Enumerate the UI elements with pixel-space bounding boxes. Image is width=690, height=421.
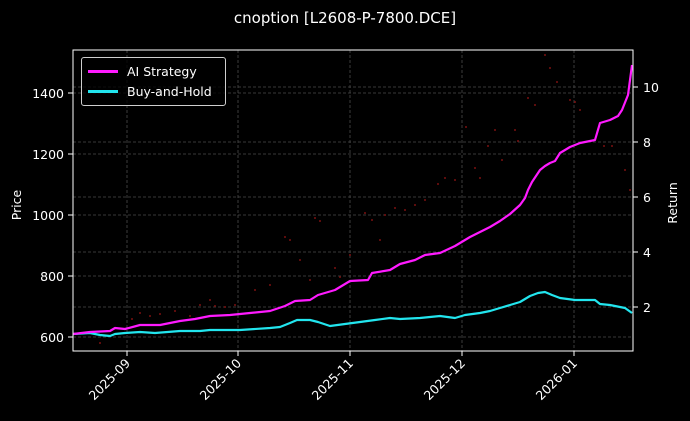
left-tick-label: 600 bbox=[40, 330, 64, 345]
legend-item-ai-strategy: AI Strategy bbox=[88, 62, 197, 80]
x-axis bbox=[126, 351, 575, 356]
legend-label: AI Strategy bbox=[127, 63, 197, 79]
right-tick-label: 6 bbox=[643, 190, 651, 205]
right-tick-label: 10 bbox=[643, 80, 659, 95]
right-axis bbox=[633, 86, 638, 308]
right-axis-label: Return bbox=[665, 182, 680, 223]
x-tick-label: 2025-11 bbox=[309, 356, 357, 404]
left-axis bbox=[68, 92, 73, 338]
right-tick-label: 2 bbox=[643, 300, 651, 315]
legend-label: Buy-and-Hold bbox=[127, 83, 212, 99]
right-tick-label: 8 bbox=[643, 135, 651, 150]
legend: AI Strategy Buy-and-Hold bbox=[81, 57, 226, 106]
left-tick-label: 1000 bbox=[32, 208, 64, 223]
x-tick-label: 2025-09 bbox=[86, 355, 134, 403]
x-tick-label: 2026-01 bbox=[533, 356, 581, 404]
chart-title: cnoption [L2608-P-7800.DCE] bbox=[233, 9, 457, 27]
right-tick-label: 4 bbox=[643, 245, 651, 260]
buy-and-hold-line bbox=[72, 290, 633, 338]
plot-frame bbox=[72, 49, 634, 352]
grid bbox=[73, 50, 633, 351]
price-scatter bbox=[99, 54, 631, 344]
ai-strategy-swatch-icon bbox=[88, 69, 118, 73]
x-tick-label: 2025-10 bbox=[197, 355, 245, 403]
left-axis-label: Price bbox=[9, 189, 24, 220]
legend-item-buy-and-hold: Buy-and-Hold bbox=[88, 82, 212, 100]
buy-and-hold-swatch-icon bbox=[88, 89, 118, 93]
left-tick-label: 1400 bbox=[32, 86, 64, 101]
ai-strategy-line bbox=[72, 64, 634, 336]
left-tick-label: 1200 bbox=[32, 147, 64, 162]
x-tick-label: 2025-12 bbox=[421, 356, 469, 404]
left-tick-label: 800 bbox=[40, 269, 64, 284]
